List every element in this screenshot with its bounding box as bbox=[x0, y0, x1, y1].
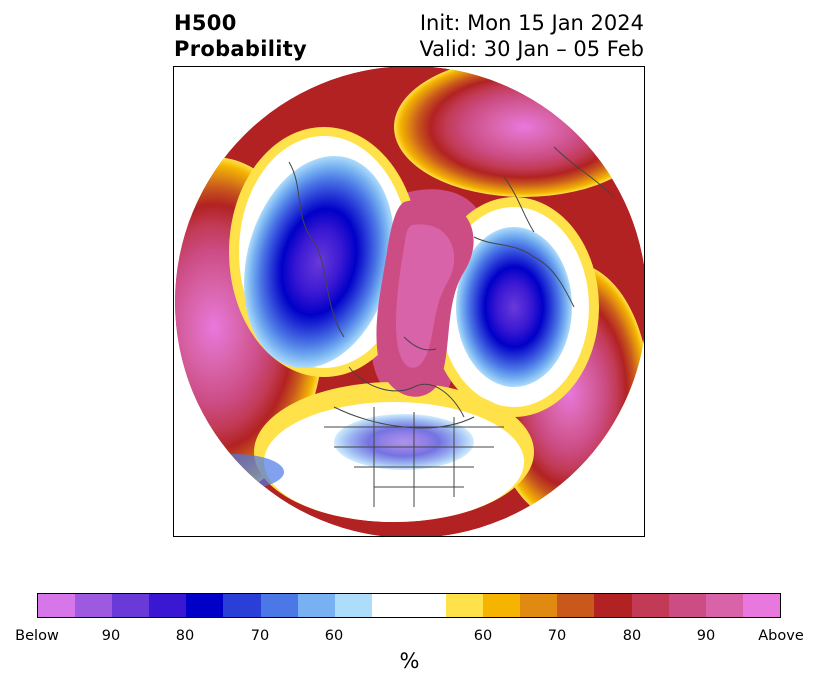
colorbar-segment bbox=[668, 594, 706, 617]
colorbar-unit: % bbox=[399, 649, 420, 673]
colorbar-tick: Above bbox=[758, 628, 804, 644]
colorbar-segment bbox=[112, 594, 150, 617]
colorbar-tick: 60 bbox=[324, 628, 344, 644]
low-anomaly-east bbox=[456, 227, 572, 387]
colorbar-segment bbox=[742, 594, 780, 617]
colorbar-segment bbox=[520, 594, 558, 617]
colorbar-segment bbox=[186, 594, 224, 617]
colorbar-tick: Below bbox=[15, 628, 59, 644]
colorbar-segment bbox=[149, 594, 187, 617]
colorbar-tick: 90 bbox=[696, 628, 716, 644]
colorbar-segment bbox=[297, 594, 335, 617]
coastlines bbox=[288, 146, 615, 507]
valid-period: Valid: 30 Jan – 05 Feb bbox=[419, 37, 644, 61]
colorbar bbox=[37, 593, 781, 618]
title-right: Init: Mon 15 Jan 2024 Valid: 30 Jan – 05… bbox=[419, 10, 644, 62]
field-title: H500 bbox=[174, 11, 237, 35]
colorbar-tick: 70 bbox=[250, 628, 270, 644]
map-panel bbox=[173, 66, 645, 537]
colorbar-segment bbox=[631, 594, 669, 617]
init-time: Init: Mon 15 Jan 2024 bbox=[419, 11, 644, 35]
colorbar-tick: 80 bbox=[622, 628, 642, 644]
colorbar-segment bbox=[75, 594, 113, 617]
colorbar-segment bbox=[260, 594, 298, 617]
probability-map bbox=[175, 67, 644, 536]
colorbar-segment bbox=[446, 594, 484, 617]
colorbar-tick: 90 bbox=[101, 628, 121, 644]
colorbar-segment bbox=[334, 594, 372, 617]
field-subtitle: Probability bbox=[174, 37, 308, 61]
colorbar-segment bbox=[705, 594, 743, 617]
low-anomaly-west bbox=[244, 156, 394, 368]
title-left: H500 Probability bbox=[174, 10, 307, 62]
colorbar-tick: 80 bbox=[175, 628, 195, 644]
colorbar-segment bbox=[483, 594, 521, 617]
colorbar-segment bbox=[371, 594, 447, 617]
colorbar-segment bbox=[223, 594, 261, 617]
colorbar-segment bbox=[38, 594, 76, 617]
colorbar-ticks: Below 90 80 70 60 60 70 80 90 Above bbox=[0, 628, 819, 648]
colorbar-tick: 70 bbox=[547, 628, 567, 644]
colorbar-segment bbox=[594, 594, 632, 617]
globe bbox=[175, 67, 644, 536]
colorbar-segment bbox=[557, 594, 595, 617]
colorbar-tick: 60 bbox=[473, 628, 493, 644]
low-anomaly-south bbox=[334, 414, 474, 470]
